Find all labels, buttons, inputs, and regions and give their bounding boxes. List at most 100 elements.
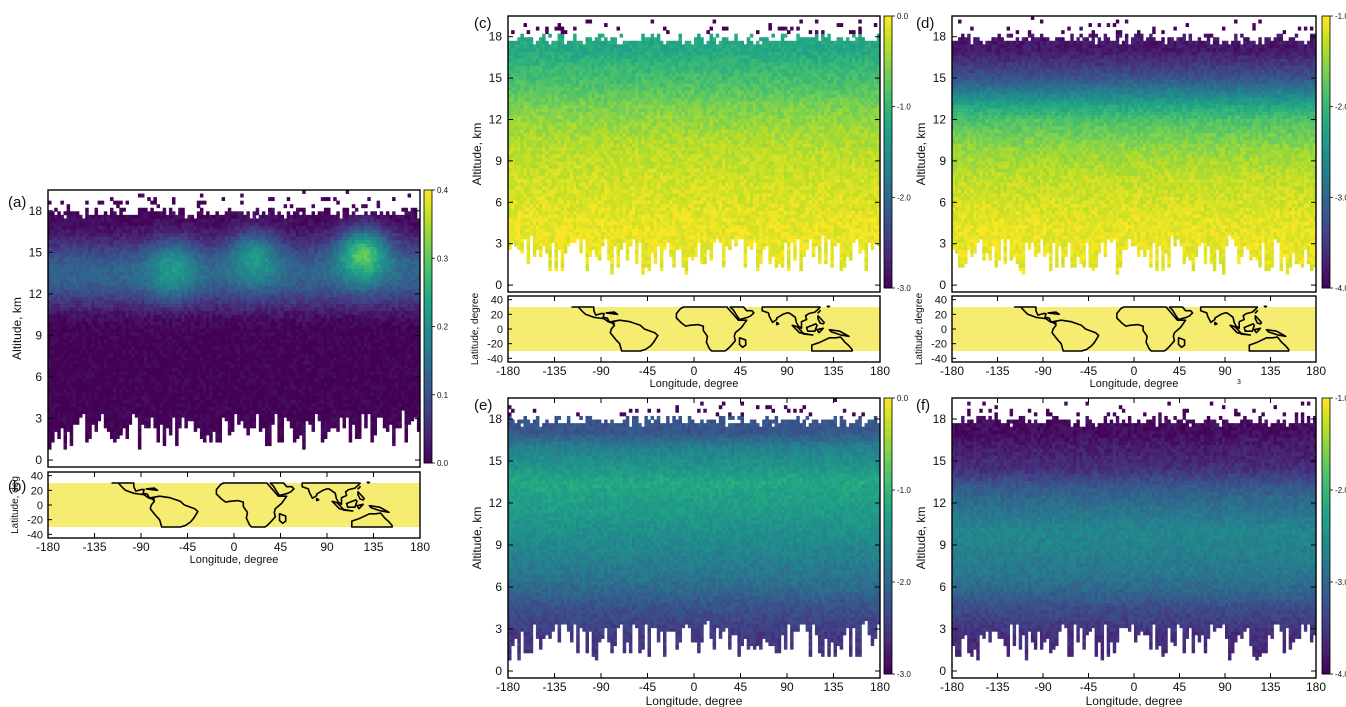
heatmap-cell (252, 356, 257, 361)
heatmap-cell (162, 381, 167, 386)
heatmap-cell (190, 236, 195, 241)
heatmap-cell (168, 417, 173, 422)
heatmap-cell (187, 349, 191, 354)
heatmap-cell (292, 324, 297, 329)
heatmap-cell (150, 257, 154, 262)
heatmap-cell (255, 317, 260, 322)
heatmap-cell (137, 193, 142, 198)
heatmap-cell (227, 307, 232, 312)
heatmap-cell (209, 257, 213, 262)
heatmap-cell (79, 232, 83, 237)
heatmap-cell (277, 427, 281, 432)
heatmap-cell (265, 339, 269, 344)
heatmap-cell (187, 246, 191, 251)
heatmap-cell (215, 275, 219, 280)
heatmap-cell (63, 303, 67, 308)
heatmap-cell (221, 307, 226, 312)
heatmap-cell (144, 271, 148, 276)
heatmap-cell (234, 236, 238, 241)
heatmap-cell (258, 314, 263, 319)
heatmap-cell (203, 399, 207, 404)
heatmap-cell (255, 410, 260, 415)
heatmap-cell (75, 388, 80, 393)
heatmap-cell (63, 282, 67, 287)
heatmap-cell (51, 356, 55, 361)
heatmap-cell (240, 225, 244, 230)
heatmap-cell (97, 399, 102, 404)
heatmap-cell (88, 410, 92, 415)
heatmap-cell (66, 324, 71, 329)
heatmap-cell (110, 395, 114, 400)
heatmap-cell (172, 395, 176, 400)
heatmap-cell (271, 353, 275, 358)
heatmap-cell (277, 399, 281, 404)
heatmap-cell (224, 364, 229, 368)
heatmap-cell (252, 413, 257, 418)
heatmap-cell (175, 324, 179, 329)
heatmap-cell (116, 204, 120, 209)
heatmap-cell (199, 278, 204, 283)
heatmap-cell (147, 332, 151, 336)
heatmap-cell (156, 395, 160, 400)
heatmap-cell (79, 264, 83, 269)
heatmap-cell (144, 229, 148, 234)
heatmap-cell (280, 328, 284, 333)
heatmap-cell (175, 303, 179, 308)
heatmap-cell (168, 427, 173, 432)
heatmap-cell (249, 232, 253, 237)
heatmap-cell (190, 232, 195, 237)
heatmap-cell (199, 346, 204, 351)
heatmap-cell (85, 367, 89, 372)
heatmap-cell (110, 353, 114, 358)
heatmap-cell (168, 388, 173, 393)
heatmap-cell (181, 257, 185, 262)
heatmap-cell (184, 285, 188, 290)
heatmap-cell (209, 218, 213, 223)
heatmap-cell (255, 342, 260, 347)
heatmap-cell (274, 243, 278, 248)
heatmap-cell (268, 442, 272, 447)
heatmap-cell (175, 300, 179, 305)
heatmap-cell (218, 292, 222, 297)
heatmap-cell (137, 399, 142, 404)
heatmap-cell (134, 388, 139, 393)
heatmap-cell (196, 410, 201, 415)
heatmap-cell (63, 435, 67, 439)
heatmap-cell (141, 349, 145, 354)
heatmap-cell (172, 385, 176, 390)
heatmap-cell (162, 342, 167, 347)
heatmap-cell (94, 374, 98, 379)
heatmap-cell (91, 417, 95, 422)
heatmap-cell (193, 399, 198, 404)
heatmap-cell (240, 282, 244, 287)
heatmap-cell (66, 371, 71, 376)
heatmap-cell (113, 296, 117, 301)
heatmap-cell (212, 289, 216, 294)
heatmap-cell (85, 346, 89, 351)
heatmap-cell (203, 243, 207, 248)
heatmap-cell (88, 303, 92, 308)
heatmap-cell (227, 324, 232, 329)
heatmap-cell (187, 271, 191, 276)
heatmap-cell (255, 296, 260, 301)
heatmap-cell (289, 204, 294, 209)
heatmap-cell (60, 275, 64, 280)
heatmap-cell (212, 282, 216, 287)
heatmap-cell (175, 310, 179, 315)
heatmap-cell (103, 367, 108, 372)
heatmap-cell (141, 285, 145, 290)
heatmap-cell (110, 246, 114, 251)
heatmap-cell (206, 417, 210, 422)
heatmap-cell (289, 371, 294, 376)
heatmap-cell (277, 314, 281, 319)
heatmap-cell (165, 324, 170, 329)
heatmap-cell (268, 307, 272, 312)
heatmap-cell (134, 236, 139, 241)
heatmap-cell (131, 328, 136, 333)
heatmap-cell (119, 378, 123, 383)
heatmap-cell (97, 232, 102, 237)
heatmap-cell (60, 342, 64, 347)
heatmap-cell (199, 285, 204, 290)
heatmap-cell (181, 339, 185, 344)
